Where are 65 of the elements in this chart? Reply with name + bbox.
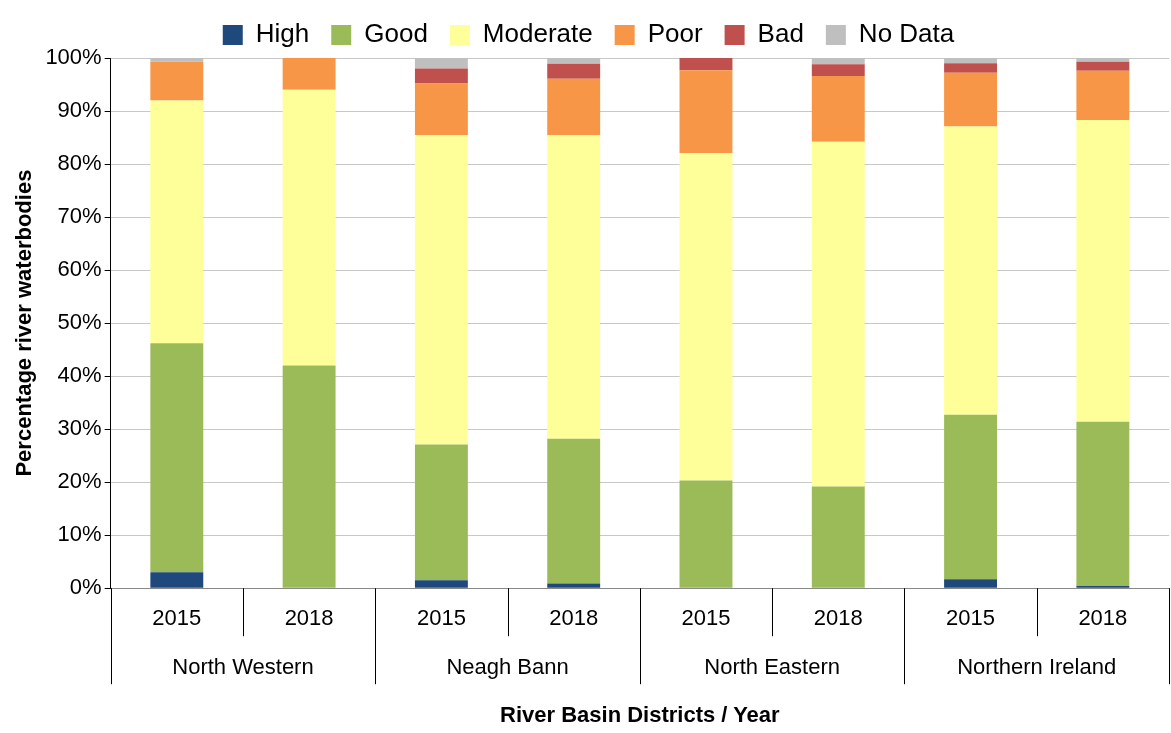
x-tick-label: 2018 [1078,605,1128,631]
bar [679,152,733,481]
bar [150,343,204,573]
bar [414,83,468,135]
bar [547,78,601,135]
bar [414,444,468,581]
y-tick-label: 20% [57,468,102,494]
text: North Western [172,654,314,680]
bar [944,414,998,580]
y-tick-label: 60% [57,256,102,282]
y-tick-label: 70% [57,203,102,229]
y-tick-label: 0% [69,574,102,600]
y-tick-label: 50% [57,309,102,335]
legend-label: High [255,18,310,49]
legend-label: Poor [647,18,703,49]
bar [944,579,998,588]
bar [282,58,336,90]
bar [414,580,468,588]
bar [414,134,468,445]
bar [944,72,998,127]
text: North Eastern [704,654,840,680]
y-tick-label: 80% [57,150,102,176]
bar [547,583,601,588]
y-tick-label: 100% [45,44,102,70]
bar [150,61,204,101]
bar [1076,70,1130,121]
x-tick-label: 2015 [152,605,202,631]
x-tick-label: 2018 [813,605,863,631]
bar [150,572,204,588]
x-tick-label: 2018 [549,605,599,631]
bar [547,438,601,584]
x-tick-label: 2018 [284,605,334,631]
bar [679,58,733,71]
bar [811,486,865,588]
x-tick-label: 2015 [946,605,996,631]
bar [414,68,468,84]
bar [679,480,733,588]
bar [282,365,336,588]
bar [679,70,733,153]
legend-label: No Data [858,18,955,49]
text: Neagh Bann [446,654,569,680]
legend-label: Moderate [482,18,593,49]
legend-label: Good [364,18,428,49]
y-tick-label: 90% [57,97,102,123]
bar [811,76,865,142]
legend-label: Bad [757,18,804,49]
bar [1076,61,1130,71]
y-tick-label: 40% [57,362,102,388]
bar [547,63,601,79]
bar [150,100,204,344]
bar [1076,120,1130,422]
bar [1076,421,1130,587]
bar [944,63,998,73]
x-tick-label: 2015 [416,605,466,631]
text: Northern Ireland [957,654,1117,680]
x-axis-title: River Basin Districts / Year [500,701,781,727]
bar [944,126,998,415]
bar [282,89,336,366]
y-axis-title: Percentage river waterbodies [11,169,37,477]
x-tick-label: 2015 [681,605,731,631]
bar [811,141,865,487]
y-tick-label: 10% [57,521,102,547]
bar [547,134,601,439]
y-tick-label: 30% [57,415,102,441]
bar [811,64,865,77]
